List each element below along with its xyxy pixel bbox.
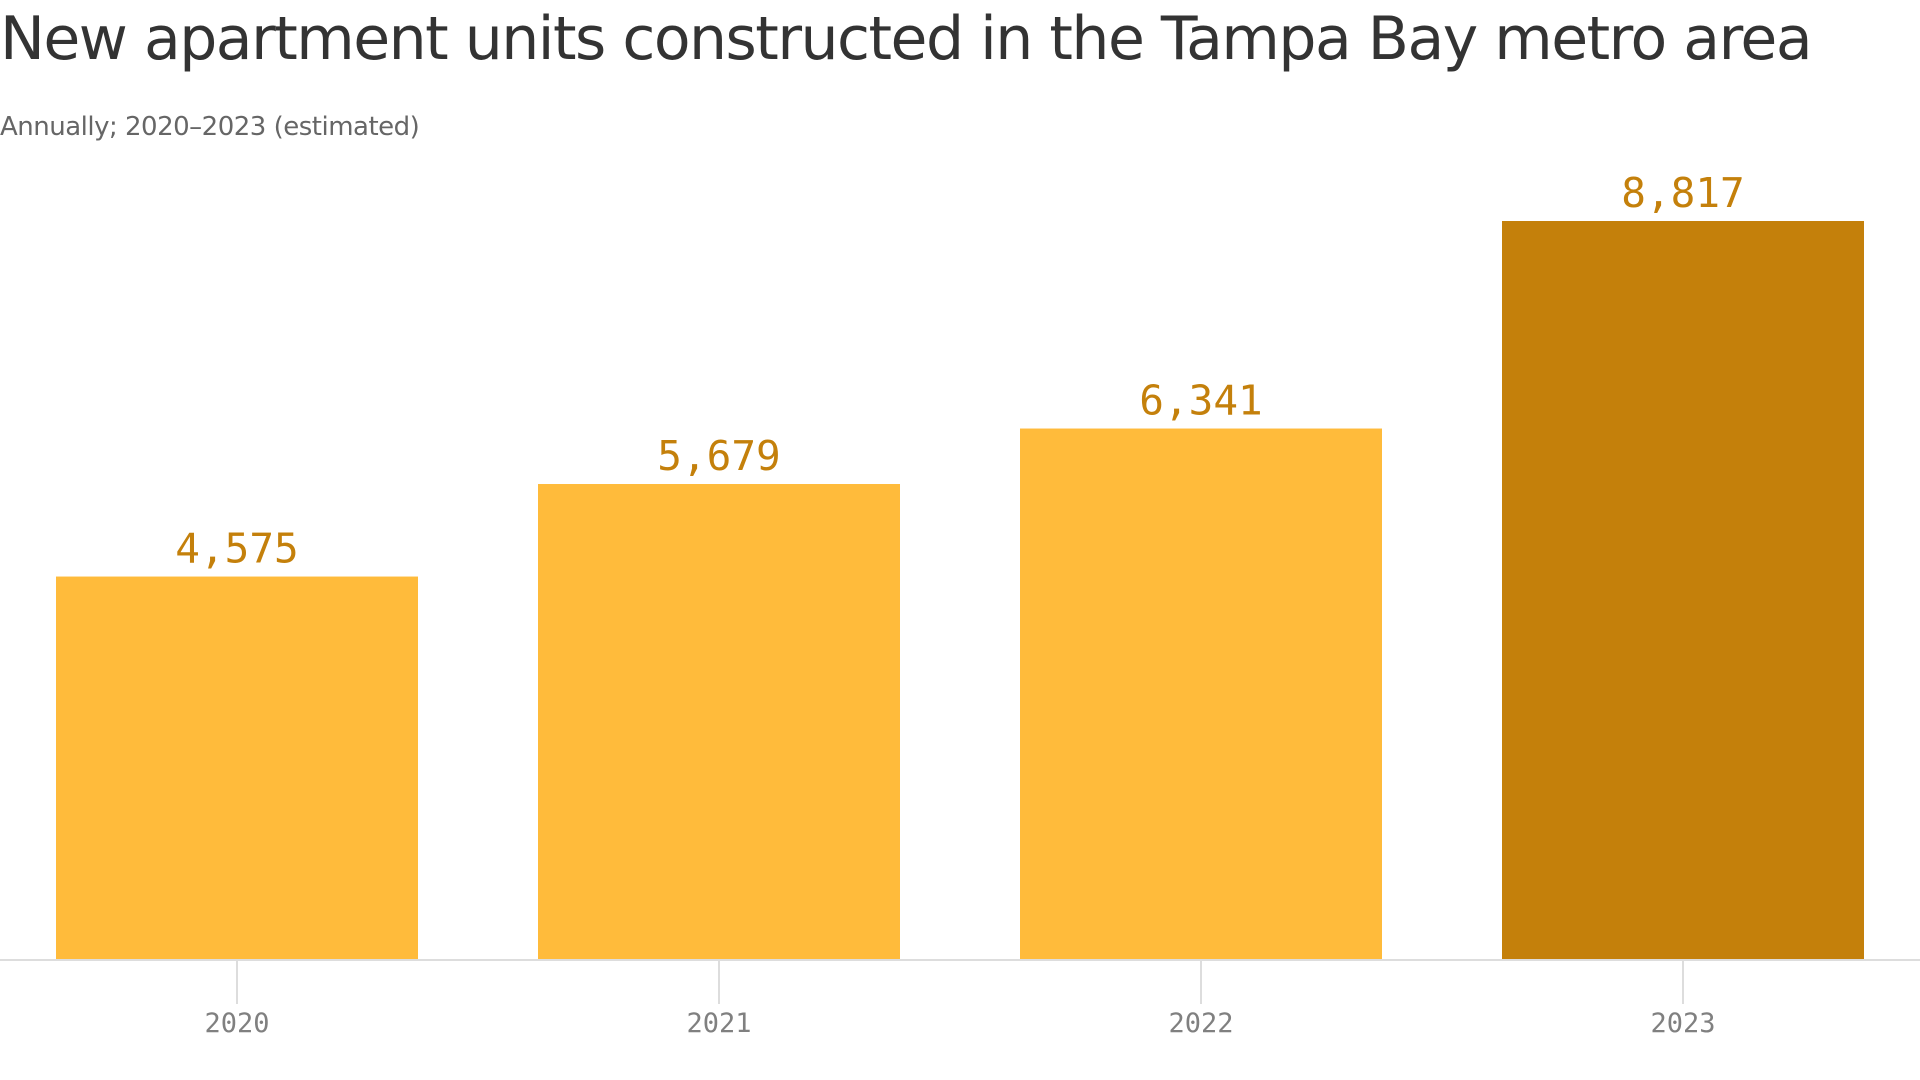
x-tick-label-2020: 2020 bbox=[204, 1008, 269, 1039]
x-tick-label-2023: 2023 bbox=[1650, 1008, 1715, 1039]
chart-title: New apartment units constructed in the T… bbox=[0, 4, 1813, 74]
x-tick-label-2022: 2022 bbox=[1168, 1008, 1233, 1039]
value-label-2022: 6,341 bbox=[1139, 377, 1262, 425]
bar-2023 bbox=[1502, 221, 1864, 960]
bar-2022 bbox=[1020, 428, 1382, 960]
value-label-2021: 5,679 bbox=[657, 432, 780, 480]
bar-2020 bbox=[56, 576, 418, 960]
value-label-2023: 8,817 bbox=[1621, 169, 1744, 217]
x-tick-label-2021: 2021 bbox=[686, 1008, 751, 1039]
bars-group bbox=[56, 221, 1864, 960]
x-axis-ticks-group: 2020 2021 2022 2023 bbox=[204, 960, 1716, 1039]
bar-2021 bbox=[538, 484, 900, 960]
chart-subtitle: Annually; 2020–2023 (estimated) bbox=[0, 112, 420, 142]
value-label-2020: 4,575 bbox=[175, 525, 298, 573]
value-labels-group: 4,575 5,679 6,341 8,817 bbox=[175, 169, 1744, 573]
